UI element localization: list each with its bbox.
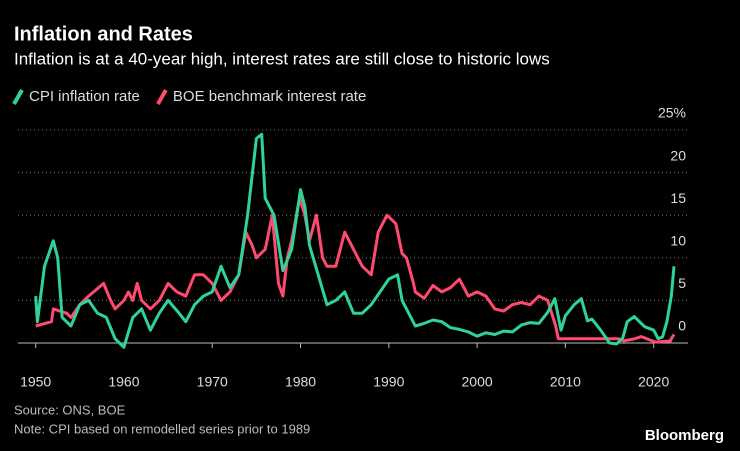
x-tick-label: 1960 [108,374,139,390]
legend-swatch [12,89,24,105]
x-tick-label: 2000 [462,374,493,390]
x-tick-label: 2010 [550,374,581,390]
series-line [35,196,676,344]
legend-swatch [156,89,168,105]
x-tick-label: 1980 [285,374,316,390]
chart-subtitle: Inflation is at a 40-year high, interest… [14,49,550,68]
x-tick-label: 1990 [373,374,404,390]
y-tick-label: 20 [670,147,686,163]
legend-label: CPI inflation rate [29,88,140,105]
y-tick-label: 0 [678,318,686,334]
y-tick-label: 5 [678,275,686,291]
y-tick-label: 15 [670,190,686,206]
series-line [34,132,676,349]
y-tick-label: 25% [658,105,686,121]
note: Note: CPI based on remodelled series pri… [14,421,310,436]
chart-title: Inflation and Rates [14,23,193,45]
brand: Bloomberg [645,427,724,444]
x-tick-label: 1950 [20,374,51,390]
legend-label: BOE benchmark interest rate [173,88,366,105]
source: Source: ONS, BOE [14,402,126,417]
y-tick-label: 10 [670,233,686,249]
x-tick-label: 2020 [638,374,669,390]
x-tick-label: 1970 [197,374,228,390]
